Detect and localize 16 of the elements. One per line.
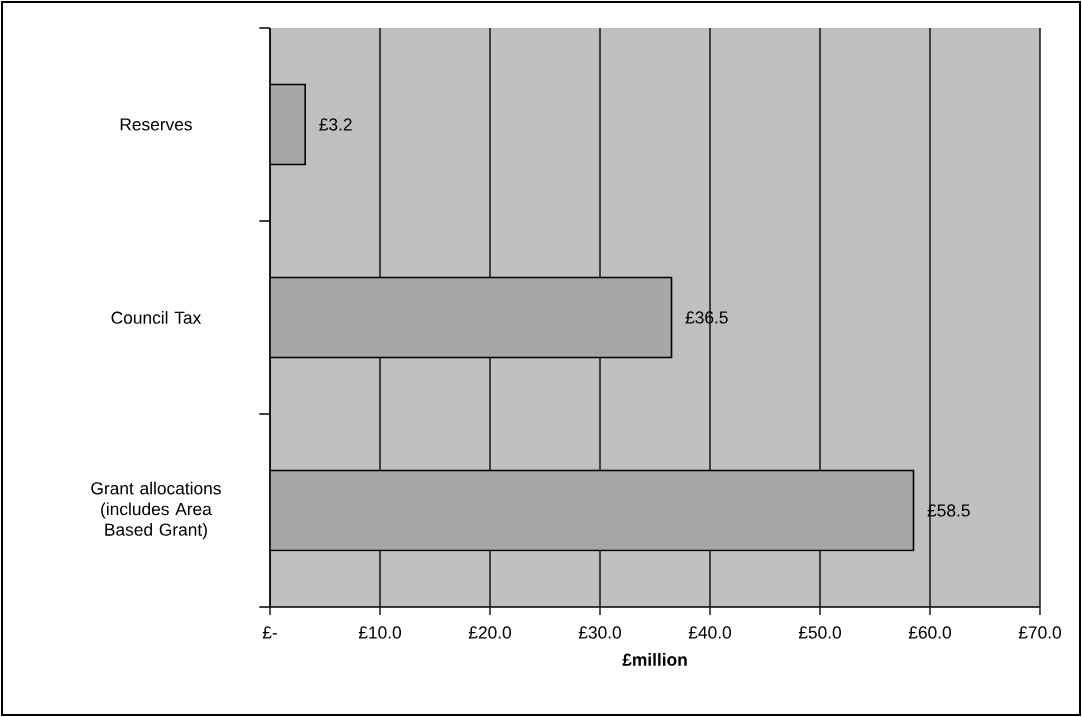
data-label: £3.2: [319, 118, 352, 131]
y-tick-label: Reserves: [120, 118, 192, 131]
bar: [270, 469, 915, 552]
bar: [270, 276, 673, 359]
x-tick-label: £50.0: [798, 626, 842, 639]
x-tick-label: £60.0: [908, 626, 952, 639]
x-tick-label: £30.0: [578, 626, 622, 639]
bar: [270, 83, 307, 166]
x-tick-label: £20.0: [468, 626, 512, 639]
x-tick-label: £10.0: [358, 626, 402, 639]
x-tick-label: £-: [262, 626, 277, 639]
x-axis-title: £million: [622, 653, 687, 666]
x-tick-label: £40.0: [688, 626, 732, 639]
y-tick-label: Council Tax: [111, 311, 202, 324]
x-tick-label: £70.0: [1018, 626, 1062, 639]
y-tick-label: Grant allocations (includes Area Based Grant): [91, 481, 221, 540]
